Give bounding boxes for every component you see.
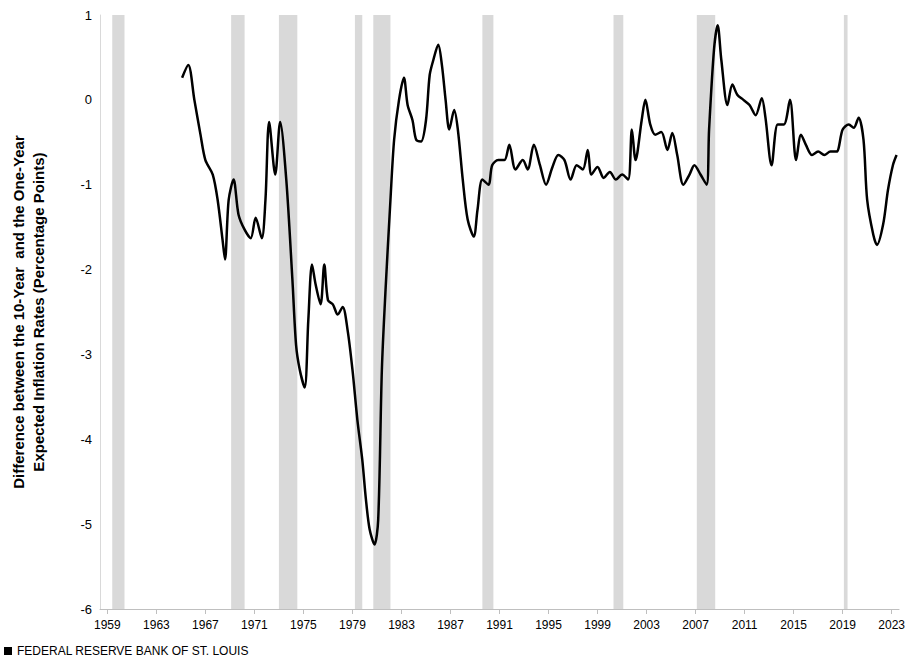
svg-text:1983: 1983 <box>388 618 415 632</box>
svg-text:1963: 1963 <box>143 618 170 632</box>
svg-text:FEDERAL RESERVE BANK OF ST. LO: FEDERAL RESERVE BANK OF ST. LOUIS <box>17 644 248 658</box>
svg-text:-5: -5 <box>80 517 92 532</box>
svg-text:2015: 2015 <box>780 618 807 632</box>
svg-text:0: 0 <box>85 92 92 107</box>
svg-text:2023: 2023 <box>878 618 905 632</box>
svg-text:2019: 2019 <box>829 618 856 632</box>
svg-text:-3: -3 <box>80 347 92 362</box>
svg-text:1991: 1991 <box>486 618 513 632</box>
svg-text:2003: 2003 <box>633 618 660 632</box>
svg-text:1995: 1995 <box>535 618 562 632</box>
svg-text:-4: -4 <box>80 432 92 447</box>
svg-text:1975: 1975 <box>290 618 317 632</box>
svg-text:2007: 2007 <box>682 618 709 632</box>
svg-text:1979: 1979 <box>339 618 366 632</box>
svg-text:2011: 2011 <box>732 618 758 632</box>
svg-text:1959: 1959 <box>94 618 121 632</box>
svg-text:-1: -1 <box>80 177 92 192</box>
svg-text:1999: 1999 <box>584 618 611 632</box>
svg-text:Expected Inflation Rates (Perc: Expected Inflation Rates (Percentage Poi… <box>30 152 47 471</box>
svg-text:1967: 1967 <box>192 618 219 632</box>
svg-text:-2: -2 <box>80 262 92 277</box>
svg-text:Difference between the 10-Year: Difference between the 10-Year and the O… <box>10 135 27 489</box>
svg-text:-6: -6 <box>80 602 92 617</box>
svg-text:1971: 1971 <box>241 618 268 632</box>
svg-text:1: 1 <box>85 8 92 23</box>
svg-text:1987: 1987 <box>437 618 464 632</box>
